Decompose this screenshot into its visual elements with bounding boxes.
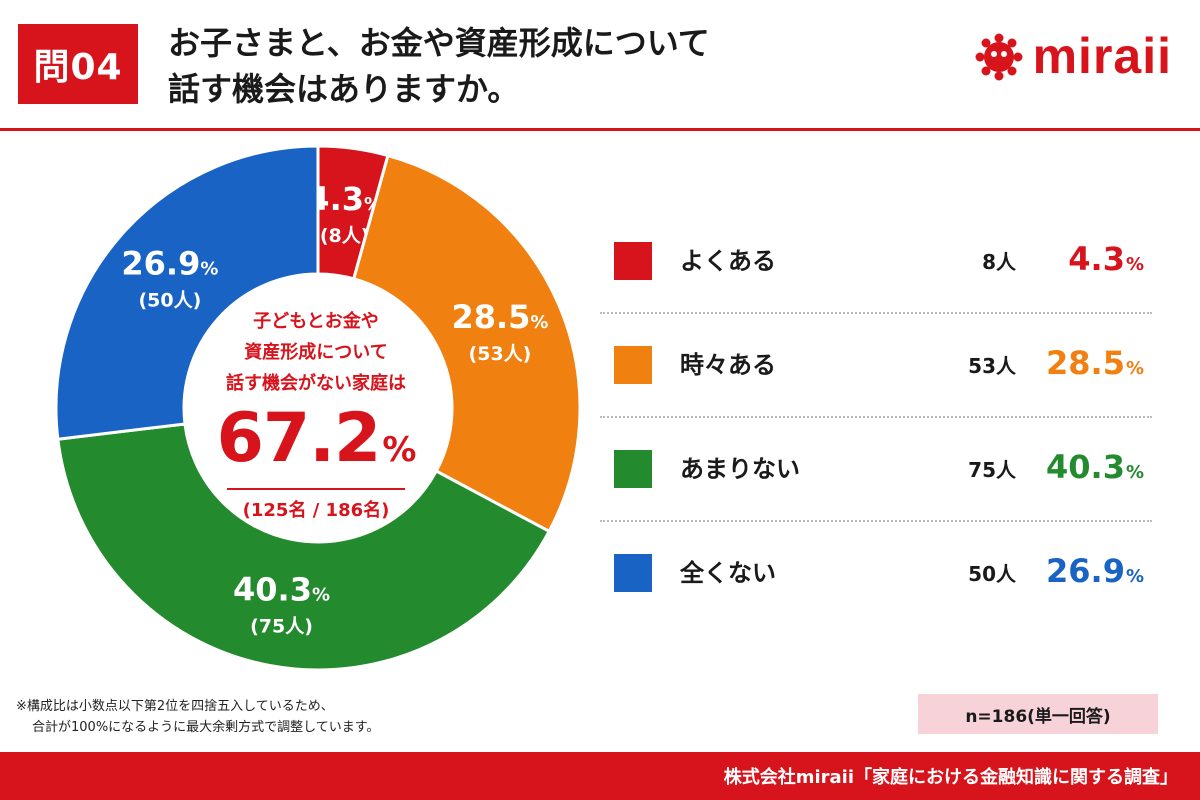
question-title: お子さまと、お金や資産形成について 話す機会はありますか。 [168,20,710,112]
center-value-number: 67.2 [216,399,382,478]
brand-mascot-icon [975,33,1023,81]
sample-size-badge: n=186(単一回答) [918,694,1158,734]
footnote-line-2: 合計が100%になるように最大余剰方式で調整しています。 [32,720,380,735]
donut-slice-4 [54,144,320,441]
legend-label: 全くない [680,559,776,587]
legend-label: あまりない [680,455,800,483]
question-title-line-2: 話す機会はありますか。 [168,70,520,108]
slice-count-label: (75人) [250,616,313,638]
legend-item: 全くない 50人 26.9% [600,522,1152,626]
question-number-badge: 問04 [18,24,138,104]
legend-percent: 26.9% [1046,550,1144,598]
legend-item: よくある 8人 4.3% [600,210,1152,314]
legend-swatch [614,450,652,488]
slice-percent-label: 40.3% [233,571,330,609]
center-summary-line-3: 話す機会がない家庭は [226,373,406,394]
legend-percent-sign: % [1125,358,1144,379]
slice-count-label: (50人) [138,290,201,312]
legend-swatch [614,346,652,384]
legend-label: 時々ある [680,351,776,379]
legend-percent-value: 4.3 [1068,240,1125,278]
donut-slice-2 [351,153,582,534]
legend-percent: 28.5% [1046,342,1144,390]
legend-count: 50人 [968,562,1016,586]
legend-percent: 4.3% [1068,238,1144,286]
footnote-line-1: ※構成比は小数点以下第2位を四捨五入しているため、 [16,699,334,714]
footnote: ※構成比は小数点以下第2位を四捨五入しているため、 合計が100%になるように最… [16,696,379,738]
donut-slice-3 [56,422,552,672]
legend-percent-value: 40.3 [1046,448,1125,486]
legend-percent-sign: % [1125,462,1144,483]
slice-percent-label: 28.5% [451,298,548,336]
header-divider [0,128,1200,131]
center-summary-line-1: 子どもとお金や [253,311,379,332]
source-footer: 株式会社miraii「家庭における金融知識に関する調査」 [0,752,1200,800]
legend-percent-value: 28.5 [1046,344,1125,382]
center-value-percent-sign: % [382,430,416,470]
legend-item: 時々ある 53人 28.5% [600,314,1152,418]
legend-count: 53人 [968,354,1016,378]
legend-swatch [614,242,652,280]
legend-percent-sign: % [1125,254,1144,275]
legend-swatch [614,554,652,592]
legend-percent-value: 26.9 [1046,552,1125,590]
center-summary-rule [227,488,405,490]
legend-count: 8人 [982,250,1016,274]
slice-percent-label: 26.9% [121,245,218,283]
chart-center-summary: 子どもとお金や 資産形成について 話す機会がない家庭は 67.2% (125名 … [196,306,436,526]
legend-percent-sign: % [1125,566,1144,587]
brand-wordmark: miraii [1032,28,1172,84]
center-summary-subtext: (125名 / 186名) [242,500,390,521]
brand-logo: miraii [973,26,1172,86]
slice-count-label: (8人) [320,225,370,247]
chart-legend: よくある 8人 4.3% 時々ある 53人 28.5% あまりない 75人 40… [600,210,1152,626]
donut-chart: 4.3%(8人)28.5%(53人)40.3%(75人)26.9%(50人) [54,144,582,672]
question-title-line-1: お子さまと、お金や資産形成について [168,24,710,62]
center-summary-line-2: 資産形成について [244,342,388,363]
center-summary-value: 67.2% [196,401,436,488]
slice-count-label: (53人) [469,343,532,365]
legend-count: 75人 [968,458,1016,482]
legend-item: あまりない 75人 40.3% [600,418,1152,522]
legend-label: よくある [680,247,776,275]
legend-percent: 40.3% [1046,446,1144,494]
